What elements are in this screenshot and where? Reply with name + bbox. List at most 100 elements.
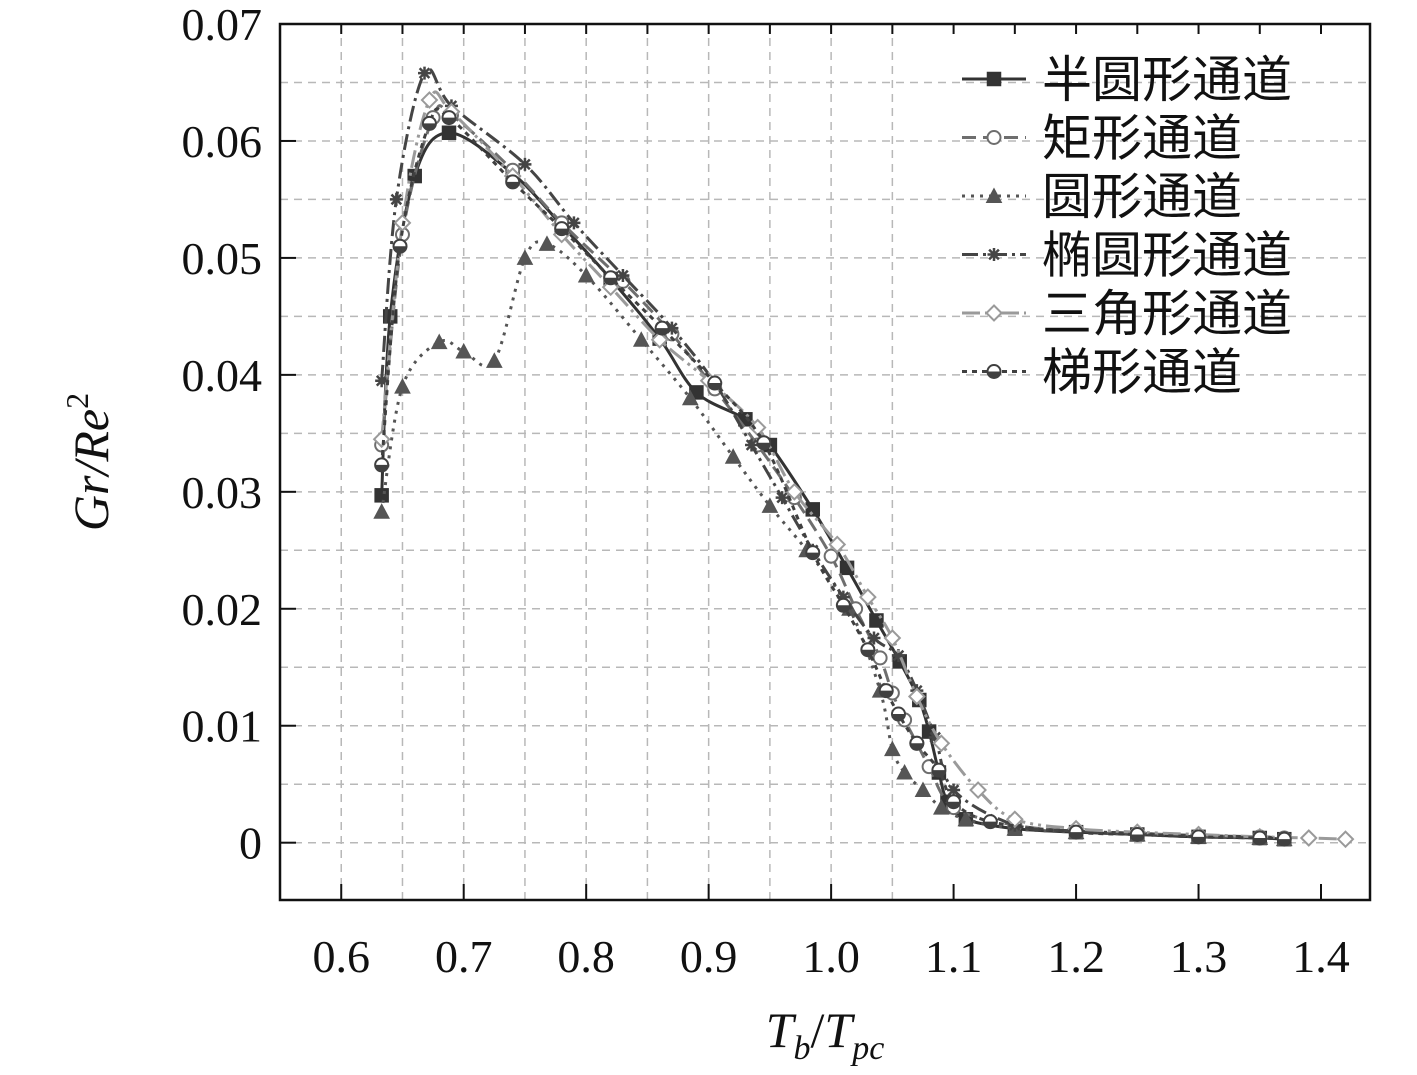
data-point [982, 814, 998, 830]
plot-frame [278, 22, 1372, 902]
data-point [933, 799, 950, 815]
y-tick-label: 0.03 [182, 467, 263, 518]
x-axis-title-sub1: b [794, 1030, 811, 1067]
series-group-6 [374, 107, 1292, 847]
x-axis-title-sep: / [811, 1002, 825, 1058]
data-point [914, 781, 932, 798]
data-point [418, 66, 432, 80]
data-point [872, 650, 888, 666]
legend-item: 椭圆形通道 [962, 227, 1292, 285]
data-point [931, 762, 947, 778]
x-tick-label: 0.7 [435, 931, 493, 982]
data-point [374, 488, 389, 503]
data-point [375, 374, 389, 388]
legend-item: 圆形通道 [962, 168, 1242, 226]
legend-marker [986, 364, 1002, 379]
data-point [969, 781, 988, 799]
data-point [603, 270, 619, 286]
y-tick-label: 0 [239, 818, 262, 869]
y-axis-title-sup: 2 [59, 393, 95, 409]
data-point [1336, 830, 1355, 849]
legend-label: 矩形通道 [1042, 110, 1242, 168]
legend-label: 三角形通道 [1042, 285, 1292, 343]
data-point [392, 238, 408, 254]
legend-item: 梯形通道 [962, 344, 1242, 402]
legend-marker [986, 130, 1002, 145]
data-point [505, 174, 521, 190]
data-point [516, 249, 534, 265]
data-point [896, 763, 913, 780]
data-point [374, 457, 390, 473]
x-tick-label: 1.4 [1292, 931, 1350, 982]
data-point [1191, 829, 1207, 845]
data-point [878, 683, 894, 699]
x-axis-title: Tb/Tpc [766, 1002, 885, 1067]
data-point [928, 730, 942, 744]
data-point [389, 192, 403, 206]
data-point [441, 125, 457, 141]
data-point [835, 597, 851, 613]
data-point [632, 331, 650, 347]
data-point [518, 157, 532, 171]
x-tick-label: 0.6 [312, 931, 370, 982]
x-tick-label: 0.9 [680, 931, 738, 982]
data-point [1299, 829, 1318, 847]
data-point [421, 115, 437, 131]
x-tick-label: 1.1 [925, 931, 983, 982]
data-point [884, 740, 901, 757]
legend-item: 半圆形通道 [962, 51, 1292, 109]
data-point [883, 629, 902, 647]
x-tick-label: 0.8 [557, 931, 615, 982]
legend-marker [987, 248, 1001, 261]
x-axis-title-main2: T [824, 1002, 855, 1058]
data-point [909, 735, 925, 751]
data-point [554, 221, 570, 237]
data-point [907, 687, 926, 706]
data-point [665, 321, 679, 335]
legend-label: 圆形通道 [1042, 168, 1242, 226]
x-axis-title-main: T [766, 1002, 797, 1058]
data-point [867, 631, 881, 645]
data-point [1276, 831, 1292, 847]
data-point [372, 430, 391, 449]
legend-marker [985, 187, 1003, 203]
legend-label: 椭圆形通道 [1042, 227, 1292, 285]
data-point [567, 216, 581, 230]
data-point [654, 320, 670, 336]
data-point [616, 268, 630, 282]
data-point [1129, 827, 1145, 843]
data-point [650, 330, 669, 349]
data-point [485, 352, 503, 368]
legend-marker [986, 71, 1002, 87]
data-point [1005, 810, 1024, 829]
legend-label: 梯形通道 [1042, 344, 1242, 402]
x-axis-title-sub2: pc [850, 1030, 884, 1067]
legend-item: 三角形通道 [962, 285, 1292, 343]
data-point [707, 375, 723, 391]
data-point [805, 502, 821, 517]
data-point [441, 110, 457, 126]
data-point [745, 438, 759, 452]
data-point [373, 503, 390, 519]
legend-marker [985, 304, 1003, 322]
data-point [946, 794, 962, 810]
data-point [947, 783, 961, 797]
data-point [890, 706, 906, 722]
data-point [681, 389, 699, 406]
y-tick-label: 0.06 [182, 116, 263, 167]
legend-item: 矩形通道 [962, 110, 1242, 168]
data-point [823, 548, 839, 564]
y-tick-label: 0.05 [182, 233, 263, 284]
data-point [957, 810, 975, 827]
data-point [1068, 824, 1084, 840]
data-point [430, 333, 448, 350]
data-point [836, 590, 850, 604]
x-tick-label: 1.0 [802, 931, 860, 982]
data-point [420, 91, 439, 109]
x-tick-label: 1.3 [1170, 931, 1228, 982]
data-point [577, 266, 595, 283]
data-point [724, 448, 742, 464]
y-tick-label: 0.07 [182, 0, 263, 50]
y-tick-label: 0.02 [182, 584, 263, 635]
